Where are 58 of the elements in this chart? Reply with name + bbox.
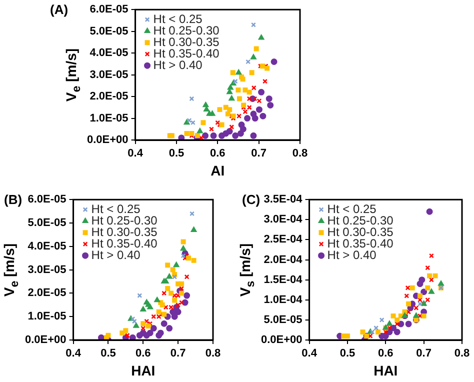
legend-label: Ht 0.25-0.30	[327, 213, 394, 228]
legend-label: Ht 0.35-0.40	[91, 236, 158, 250]
legend-label: Ht 0.25-0.30	[153, 23, 220, 38]
x-axis-title: AI	[210, 162, 225, 178]
legend-label: Ht < 0.25	[91, 202, 141, 216]
x-tick-label: 0.5	[100, 348, 116, 360]
legend-label: Ht 0.35-0.40	[153, 46, 220, 60]
y-tick-label: 2.5E-04	[264, 234, 304, 246]
x-tick-label: 0.4	[302, 348, 318, 360]
x-tick-label: 0.7	[251, 148, 266, 160]
y-tick-label: 5.0E-05	[90, 25, 128, 38]
legend-label: Ht > 0.40	[91, 248, 141, 262]
y-tick-label: 2.0E-05	[90, 90, 128, 103]
x-tick-label: 0.5	[168, 148, 184, 160]
legend-label: Ht 0.30-0.35	[327, 224, 394, 239]
y-tick-label: 1.0E-05	[90, 112, 128, 124]
x-tick-label: 0.7	[416, 348, 432, 360]
legend-label: Ht 0.30-0.35	[153, 34, 220, 49]
x-tick-label: 0.6	[135, 348, 151, 360]
chart-title: (B)	[4, 192, 22, 207]
x-tick-label: 0.5	[340, 348, 356, 360]
legend-label: Ht 0.35-0.40	[327, 236, 394, 250]
x-tick-label: 0.8	[454, 348, 470, 360]
legend-label: Ht > 0.40	[327, 248, 377, 262]
y-tick-label: 3.0E-05	[90, 68, 128, 81]
y-tick-label: 5.0E-05	[28, 217, 66, 230]
y-tick-label: 4.0E-05	[28, 240, 66, 252]
y-tick-label: 1.0E-05	[28, 310, 66, 323]
y-tick-label: 6.0E-05	[90, 4, 128, 16]
y-tick-label: 1.5E-04	[264, 274, 304, 286]
x-tick-label: 0.4	[128, 148, 144, 160]
y-tick-label: 0.0E+00	[260, 334, 302, 346]
legend-label: Ht 0.30-0.35	[91, 224, 158, 239]
chart-title: (C)	[242, 192, 260, 207]
x-tick-label: 0.7	[170, 348, 186, 360]
legend-label: Ht 0.25-0.30	[91, 213, 158, 228]
y-tick-label: 2.0E-04	[264, 254, 304, 266]
y-tick-label: 1.0E-04	[264, 294, 304, 306]
y-tick-label: 2.0E-05	[28, 287, 66, 300]
x-axis-title: HAI	[131, 362, 156, 378]
chart-title: (A)	[50, 2, 68, 17]
y-tick-label: 3.0E-05	[28, 264, 66, 276]
y-tick-label: 0.0E+00	[86, 134, 128, 146]
y-tick-label: 4.0E-05	[90, 47, 128, 60]
x-tick-label: 0.4	[66, 348, 82, 360]
y-tick-label: 5.0E-05	[264, 314, 302, 326]
legend-label: Ht < 0.25	[327, 202, 377, 216]
y-tick-label: 3.0E-04	[264, 214, 304, 226]
x-tick-label: 0.6	[378, 348, 394, 360]
y-tick-label: 6.0E-05	[28, 194, 66, 206]
legend-label: Ht > 0.40	[153, 58, 203, 72]
y-tick-label: 0.0E+00	[24, 334, 66, 346]
y-tick-label: 3.5E-04	[264, 194, 304, 206]
x-axis-title: HAI	[374, 362, 398, 378]
legend-label: Ht < 0.25	[153, 12, 203, 26]
x-tick-label: 0.8	[205, 348, 221, 360]
x-tick-label: 0.8	[292, 148, 308, 160]
x-tick-label: 0.6	[210, 148, 226, 160]
